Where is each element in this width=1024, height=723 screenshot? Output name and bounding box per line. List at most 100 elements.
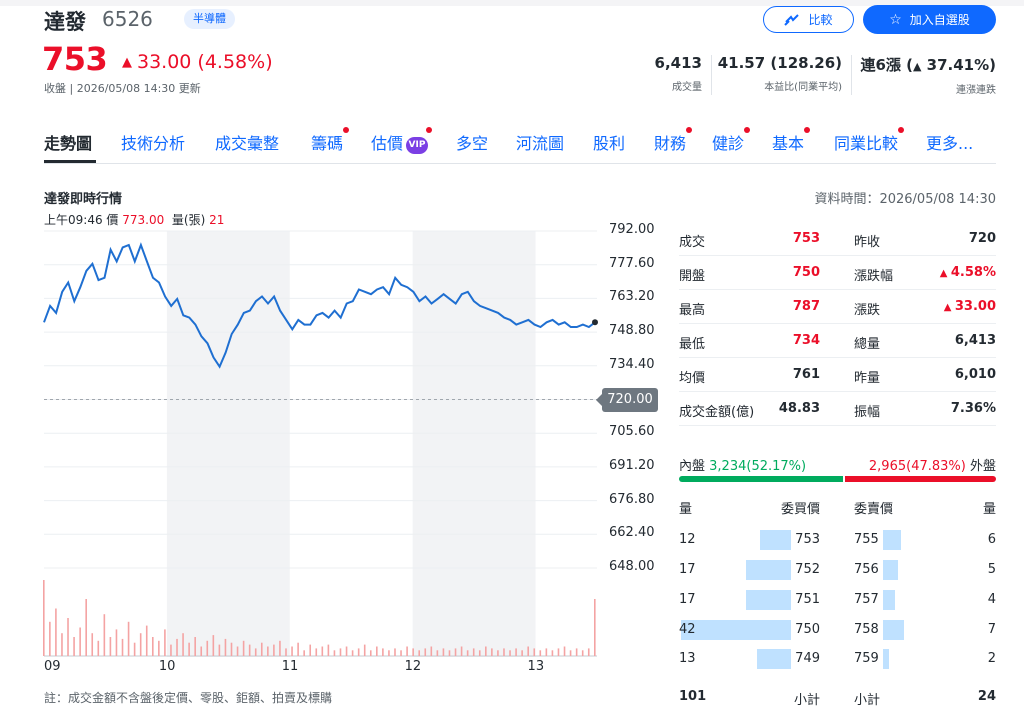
volume-bar <box>248 644 251 656</box>
tab-11[interactable]: 同業比較 <box>834 127 905 154</box>
tab-label: 健診 <box>712 134 745 153</box>
compare-button[interactable]: 比較 <box>763 6 854 33</box>
kpi-pe: 41.57 (128.26) 本益比(同業平均) <box>718 54 842 93</box>
volume-bar <box>466 650 469 656</box>
y-tick-label: 676.80 <box>609 491 655 507</box>
volume-bar <box>55 608 57 656</box>
bid-total-label: 小計 <box>793 693 820 708</box>
volume-bar <box>267 646 269 656</box>
y-tick-label: 705.60 <box>609 424 655 440</box>
tab-label: 多空 <box>456 134 489 153</box>
ask-price[interactable]: 757 <box>854 592 879 607</box>
quote-label: 最高 <box>679 303 706 318</box>
tab-6[interactable]: 河流圖 <box>516 130 564 154</box>
bid-price[interactable]: 753 <box>795 532 820 547</box>
tab-3[interactable]: 籌碼 <box>311 127 350 154</box>
volume-bar <box>91 633 94 656</box>
footnote: 註：成交金額不含盤後定價、零股、鉅額、拍賣及標購 <box>44 691 333 705</box>
volume-bar <box>448 650 451 656</box>
volume-bar <box>460 646 463 656</box>
tab-7[interactable]: 股利 <box>593 130 625 154</box>
quote-value: 734 <box>792 333 820 348</box>
volume-bar <box>478 650 481 656</box>
y-tick-label: 734.40 <box>609 356 655 372</box>
quote-value-text: 33.00 <box>954 299 996 314</box>
volume-bar <box>115 629 118 656</box>
top-bar <box>0 0 1024 6</box>
tab-1[interactable]: 技術分析 <box>121 130 185 154</box>
volume-bar <box>406 646 408 656</box>
tab-12[interactable]: 更多... <box>926 130 973 154</box>
y-tick-label: 763.20 <box>609 289 655 305</box>
tab-4[interactable]: 估價 VIP <box>371 127 433 154</box>
inner-value: 3,234(52.17%) <box>709 459 807 474</box>
outer-value: 2,965(47.83%) <box>868 459 966 474</box>
outer-volume: 2,965(47.83%) 外盤 <box>869 455 996 474</box>
bid-price-header: 委買價 <box>780 502 820 517</box>
ask-price[interactable]: 756 <box>854 562 879 577</box>
bid-price[interactable]: 752 <box>795 562 820 577</box>
y-tick-label: 648.00 <box>609 559 655 574</box>
quote-label: 昨量 <box>854 371 881 386</box>
ask-total-label: 小計 <box>854 693 881 708</box>
quote-label: 漲跌幅 <box>854 269 894 284</box>
volume-bar <box>103 614 106 656</box>
volume-bar <box>49 621 51 656</box>
volume-bar <box>497 650 499 656</box>
volume-bar <box>303 650 305 656</box>
tab-10[interactable]: 基本 <box>772 127 811 154</box>
quote-label: 成交 <box>679 235 706 250</box>
volume-bar <box>376 646 378 656</box>
price-change-value: 33.00 (4.58%) <box>137 51 273 73</box>
volume-bar <box>545 648 548 656</box>
volume-bar <box>145 625 148 656</box>
update-time: 收盤 | 2026/05/08 14:30 更新 <box>44 82 201 95</box>
volume-bar <box>109 637 112 656</box>
volume-bar <box>206 640 209 656</box>
vip-badge: VIP <box>406 137 429 154</box>
add-watchlist-button[interactable]: ☆ 加入自選股 <box>863 5 996 34</box>
bid-depth-bar <box>756 649 791 669</box>
tab-9[interactable]: 健診 <box>712 127 751 154</box>
prev-close-tag: 720.00 <box>596 388 658 412</box>
volume-bar <box>285 648 287 656</box>
kpi-value: 41.57 (128.26) <box>717 54 842 72</box>
tab-0[interactable]: 走勢圖 <box>44 130 92 154</box>
tab-8[interactable]: 財務 <box>654 127 693 154</box>
current-price: 753 <box>42 40 108 78</box>
volume-bar <box>236 646 239 656</box>
bid-price[interactable]: 749 <box>795 651 820 666</box>
bid-price[interactable]: 750 <box>795 622 820 637</box>
y-tick-label: 748.80 <box>609 323 655 339</box>
volume-bar <box>188 642 190 656</box>
price-line <box>43 242 596 369</box>
volume-bar <box>418 650 421 656</box>
ask-depth-bar <box>883 649 889 669</box>
volume-bar <box>357 648 360 656</box>
volume-bar <box>273 644 275 656</box>
quote-value: 787 <box>792 299 820 314</box>
up-triangle-icon: ▲ <box>943 302 955 313</box>
volume-bar <box>315 648 318 656</box>
volume-bar <box>254 648 257 656</box>
quote-value-text: 7.36% <box>950 401 996 416</box>
volume-bar <box>151 637 154 656</box>
volume-bar <box>121 638 124 656</box>
kpi-label: 本益比(同業平均) <box>764 82 842 93</box>
inner-volume: 內盤 3,234(52.17%) <box>679 455 806 474</box>
volume-bar <box>587 648 590 656</box>
tab-label: 成交彙整 <box>215 134 280 153</box>
volume-bar <box>67 618 69 656</box>
ask-price[interactable]: 759 <box>854 651 879 666</box>
tab-5[interactable]: 多空 <box>456 130 488 154</box>
ask-price[interactable]: 755 <box>854 532 879 547</box>
volume-bar <box>97 640 100 656</box>
industry-tag[interactable]: 半導體 <box>184 9 235 29</box>
volume-bar <box>436 650 439 656</box>
ask-price[interactable]: 758 <box>854 622 879 637</box>
tab-2[interactable]: 成交彙整 <box>215 130 279 154</box>
compare-label: 比較 <box>808 13 833 27</box>
bid-price[interactable]: 751 <box>795 592 820 607</box>
row-divider <box>679 357 996 358</box>
